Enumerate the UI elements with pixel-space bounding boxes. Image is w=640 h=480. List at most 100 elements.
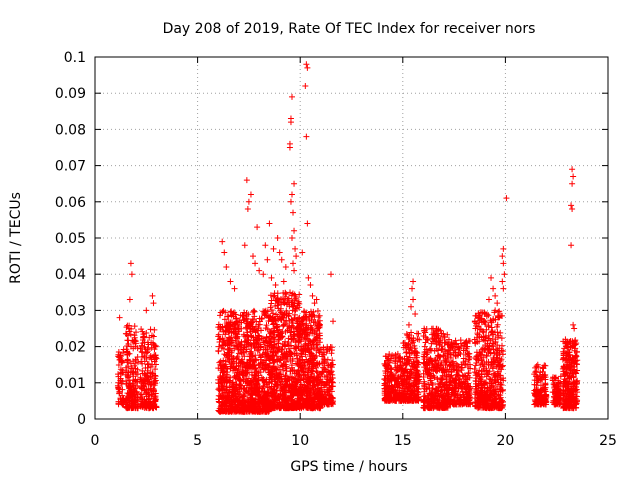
data-point xyxy=(408,347,415,354)
data-point xyxy=(146,334,153,341)
data-point xyxy=(283,368,290,375)
data-point xyxy=(133,388,140,395)
data-point xyxy=(151,342,158,349)
data-point xyxy=(232,311,239,318)
data-point xyxy=(430,330,437,337)
data-point xyxy=(490,340,497,347)
data-point xyxy=(494,312,501,319)
data-point xyxy=(441,333,448,340)
data-point xyxy=(141,344,148,351)
data-point xyxy=(304,369,311,376)
data-point xyxy=(252,365,259,372)
data-point xyxy=(442,339,449,346)
data-point xyxy=(383,396,390,403)
data-point xyxy=(301,313,308,320)
data-point xyxy=(140,334,147,341)
data-point xyxy=(440,365,447,372)
data-point xyxy=(139,395,146,402)
data-point xyxy=(473,375,480,382)
data-point xyxy=(480,363,487,370)
data-point xyxy=(403,331,410,338)
data-point xyxy=(295,298,302,305)
data-point xyxy=(131,332,138,339)
data-point xyxy=(132,385,139,392)
data-point xyxy=(311,404,318,411)
data-point xyxy=(483,373,490,380)
data-point xyxy=(440,352,447,359)
data-point xyxy=(414,336,421,343)
data-point xyxy=(247,322,254,329)
data-point xyxy=(311,373,318,380)
data-point xyxy=(139,360,146,367)
data-point xyxy=(258,315,265,322)
data-point xyxy=(130,404,137,411)
data-point xyxy=(497,385,504,392)
data-point xyxy=(288,362,295,369)
data-point xyxy=(310,319,317,326)
data-point xyxy=(138,326,145,333)
data-point xyxy=(294,302,301,309)
data-point xyxy=(324,356,331,363)
data-point xyxy=(215,331,222,338)
data-point xyxy=(146,354,153,361)
data-point xyxy=(436,366,443,373)
data-point xyxy=(478,356,485,363)
data-point xyxy=(393,381,400,388)
data-point xyxy=(535,393,542,400)
data-point xyxy=(446,359,453,366)
data-point xyxy=(308,350,315,357)
data-point xyxy=(551,400,558,407)
data-point xyxy=(327,376,334,383)
data-point xyxy=(499,401,506,408)
data-point xyxy=(243,404,250,411)
data-point xyxy=(424,350,431,357)
data-point xyxy=(262,312,269,319)
data-point xyxy=(486,375,493,382)
data-point xyxy=(241,332,248,339)
data-point xyxy=(324,347,331,354)
data-point xyxy=(139,404,146,411)
data-point xyxy=(431,397,438,404)
data-point xyxy=(119,386,126,393)
data-point xyxy=(142,350,149,357)
data-point xyxy=(541,393,548,400)
data-point xyxy=(452,337,459,344)
data-point xyxy=(130,358,137,365)
data-point xyxy=(250,388,257,395)
data-point xyxy=(300,360,307,367)
data-point xyxy=(549,377,556,384)
data-point xyxy=(252,344,259,351)
data-point xyxy=(295,370,302,377)
data-point xyxy=(542,381,549,388)
data-point xyxy=(289,317,296,324)
data-point xyxy=(437,388,444,395)
data-point xyxy=(224,346,231,353)
data-point xyxy=(408,392,415,399)
data-point xyxy=(481,394,488,401)
data-point xyxy=(316,312,323,319)
data-point xyxy=(244,377,251,384)
data-point xyxy=(305,346,312,353)
data-point xyxy=(447,362,454,369)
data-point xyxy=(433,387,440,394)
data-point xyxy=(286,377,293,384)
data-point xyxy=(311,329,318,336)
data-point xyxy=(124,390,131,397)
data-point xyxy=(403,361,410,368)
data-point xyxy=(278,296,285,303)
data-point xyxy=(241,385,248,392)
data-point xyxy=(424,369,431,376)
data-point xyxy=(480,368,487,375)
data-point xyxy=(303,320,310,327)
data-point xyxy=(247,403,254,410)
data-point xyxy=(251,313,258,320)
data-point xyxy=(245,343,252,350)
data-point xyxy=(283,312,290,319)
data-point xyxy=(244,318,251,325)
data-point xyxy=(479,361,486,368)
data-point xyxy=(126,322,133,329)
data-point xyxy=(144,367,151,374)
data-point xyxy=(490,386,497,393)
data-point xyxy=(445,341,452,348)
